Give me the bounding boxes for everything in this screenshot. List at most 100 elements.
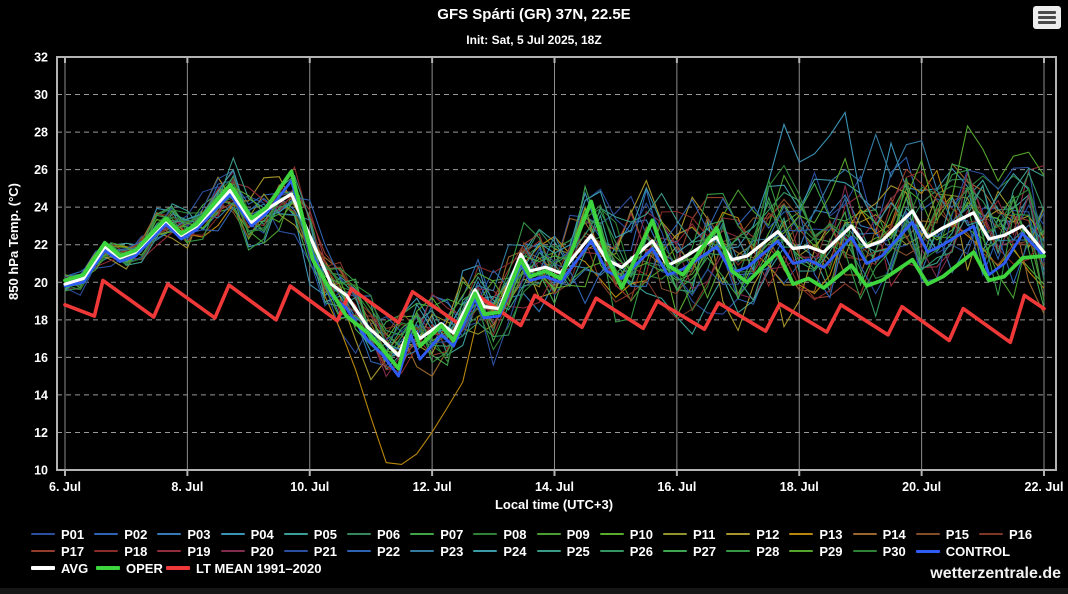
legend-item-p05: P05 — [283, 526, 337, 542]
legend-item-p17: P17 — [31, 543, 84, 559]
legend-swatch — [915, 549, 940, 553]
legend-item-p27: P27 — [663, 543, 716, 559]
legend-label: P25 — [566, 543, 590, 559]
member-line-p30 — [64, 164, 1045, 363]
legend-swatch — [96, 566, 120, 570]
legend-label: P26 — [629, 543, 653, 559]
legend-label: P04 — [250, 526, 274, 542]
bottom-bar — [0, 588, 1068, 594]
legend-label: P29 — [819, 543, 843, 559]
y-tick-label: 28 — [34, 126, 48, 140]
legend-label: P21 — [313, 543, 337, 559]
legend-label: P10 — [629, 526, 653, 542]
legend-item-p11: P11 — [663, 526, 715, 542]
legend-item-oper: OPER — [96, 560, 163, 576]
x-axis-label: Local time (UTC+3) — [494, 497, 614, 512]
legend-swatch — [852, 533, 877, 535]
page-title: GFS Spárti (GR) 37N, 22.5E — [437, 6, 631, 23]
legend-swatch — [979, 533, 1003, 535]
legend-label: P19 — [187, 543, 211, 559]
legend-label: P27 — [693, 543, 717, 559]
menu-button[interactable] — [1033, 6, 1061, 29]
init-subtitle: Init: Sat, 5 Jul 2025, 18Z — [466, 33, 602, 47]
x-tick-label: 22. Jul — [1025, 480, 1064, 494]
y-tick-label: 26 — [34, 163, 48, 177]
legend-swatch — [726, 533, 751, 535]
y-axis-label: 850 hPa Temp. (°C) — [6, 183, 21, 300]
legend-item-p10: P10 — [599, 526, 653, 542]
legend-swatch — [347, 550, 371, 552]
legend-label: P16 — [1009, 526, 1033, 542]
legend-label: P03 — [187, 526, 211, 542]
y-tick-label: 20 — [34, 276, 48, 290]
legend-label: P15 — [945, 526, 969, 542]
series-line-avg — [63, 188, 1046, 358]
series-line-lt — [63, 278, 1046, 345]
y-tick-label: 22 — [34, 238, 48, 252]
legend-swatch — [347, 533, 371, 535]
legend-swatch — [852, 550, 877, 552]
legend-item-p26: P26 — [599, 543, 653, 559]
y-tick-label: 30 — [34, 88, 48, 102]
legend-item-p03: P03 — [157, 526, 211, 542]
legend-label: OPER — [126, 560, 163, 576]
legend-label: P20 — [250, 543, 274, 559]
legend-label: P28 — [756, 543, 780, 559]
legend-label: P05 — [313, 526, 337, 542]
y-tick-label: 14 — [34, 388, 48, 402]
legend-item-p01: P01 — [31, 526, 84, 542]
legend-label: CONTROL — [945, 543, 1011, 559]
legend-swatch — [94, 533, 119, 535]
legend-swatch — [157, 550, 182, 552]
legend-swatch — [473, 550, 498, 552]
y-tick-label: 10 — [34, 464, 48, 478]
legend-swatch — [31, 566, 55, 570]
legend-item-p30: P30 — [852, 543, 906, 559]
legend-item-control: CONTROL — [915, 543, 1011, 559]
legend-label: P17 — [61, 543, 85, 559]
y-tick-label: 24 — [34, 201, 48, 215]
legend-item-p07: P07 — [410, 526, 463, 542]
y-tick-label: 32 — [34, 51, 48, 65]
legend-item-p22: P22 — [347, 543, 400, 559]
legend: P01 P02 P03 P04 P05 P06 P07 P08 P09 P10 P11 P12 P13 P… — [0, 522, 1068, 580]
legend-swatch — [663, 533, 687, 535]
series-line-control — [63, 179, 1046, 378]
legend-swatch — [789, 550, 814, 552]
legend-label: P09 — [566, 526, 590, 542]
legend-swatch — [663, 550, 687, 552]
legend-item-p09: P09 — [536, 526, 590, 542]
legend-swatch — [599, 533, 624, 535]
legend-label: P14 — [882, 526, 906, 542]
x-tick-label: 8. Jul — [171, 480, 203, 494]
legend-swatch — [220, 533, 245, 535]
legend-item-p18: P18 — [94, 543, 147, 559]
legend-label: P01 — [61, 526, 85, 542]
legend-item-p16: P16 — [979, 526, 1032, 542]
legend-swatch — [726, 550, 751, 552]
legend-item-p25: P25 — [536, 543, 590, 559]
legend-item-p24: P24 — [473, 543, 527, 559]
legend-item-p23: P23 — [410, 543, 463, 559]
legend-label: P12 — [756, 526, 780, 542]
legend-swatch — [789, 533, 814, 535]
x-tick-label: 16. Jul — [657, 480, 696, 494]
y-tick-label: 18 — [34, 313, 48, 327]
legend-swatch — [31, 550, 55, 552]
legend-label: P13 — [819, 526, 843, 542]
x-tick-label: 20. Jul — [902, 480, 941, 494]
member-line-p16 — [64, 190, 1045, 337]
legend-label: P06 — [377, 526, 401, 542]
legend-swatch — [536, 533, 561, 535]
legend-swatch — [220, 550, 245, 552]
watermark: wetterzentrale.de — [930, 565, 1061, 582]
legend-swatch — [410, 533, 435, 535]
legend-item-p04: P04 — [220, 526, 274, 542]
legend-label: P30 — [882, 543, 906, 559]
plot-frame — [56, 56, 1057, 471]
legend-item-p14: P14 — [852, 526, 906, 542]
x-tick-label: 10. Jul — [290, 480, 329, 494]
y-tick-label: 16 — [34, 351, 48, 365]
x-tick-label: 12. Jul — [413, 480, 452, 494]
legend-item-p15: P15 — [915, 526, 969, 542]
